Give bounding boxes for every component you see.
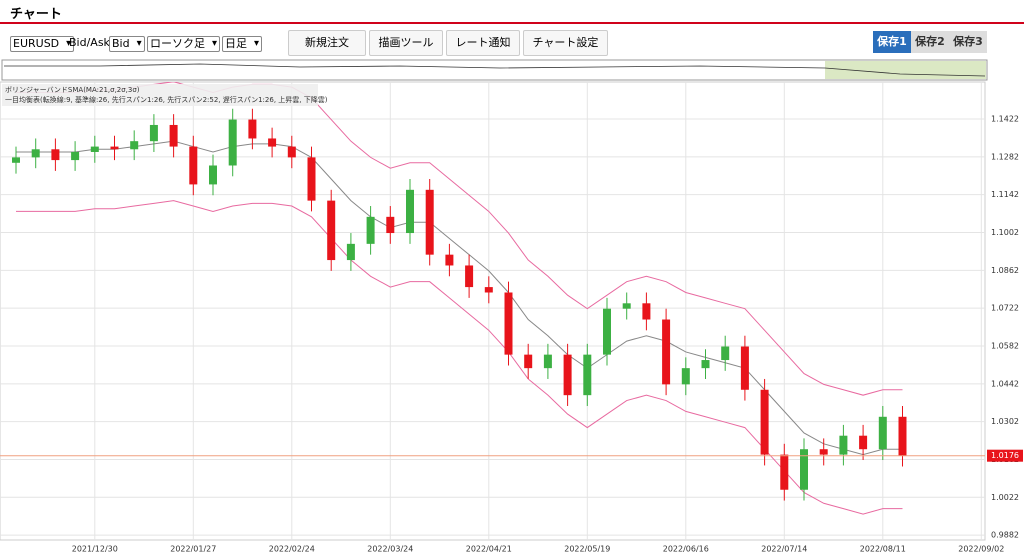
candle-body	[563, 354, 572, 396]
band-line	[16, 140, 903, 456]
candle-body	[31, 149, 40, 158]
price-type-select[interactable]: Bid	[109, 36, 145, 52]
candle-body	[878, 416, 887, 450]
x-tick-label: 2022/02/24	[269, 545, 315, 554]
candle-body	[287, 146, 296, 158]
y-tick-label: 1.0582	[991, 341, 1019, 350]
candle-body	[130, 141, 139, 150]
candle-body	[701, 360, 710, 369]
legend-entry: ボリンジャーバンドSMA(MA:21,σ,2σ,3σ)	[5, 86, 140, 94]
last-price-box	[987, 449, 1023, 462]
x-tick-label: 2022/08/11	[860, 545, 906, 554]
candle-body	[800, 449, 808, 490]
candle-body	[839, 435, 848, 455]
candle-body	[445, 254, 454, 266]
save-tab[interactable]: 保存2	[911, 31, 949, 53]
candle-body	[859, 435, 868, 450]
candle-body	[90, 146, 99, 152]
candle-body	[209, 165, 217, 185]
legend-box	[2, 84, 318, 106]
navigator-window[interactable]	[825, 61, 986, 79]
candle-body	[327, 200, 336, 261]
candle-body	[406, 189, 414, 234]
band-line	[16, 82, 903, 396]
symbol-select[interactable]: EURUSD	[10, 36, 75, 52]
price-label: Bid/Ask	[69, 36, 110, 49]
candle-body	[169, 124, 178, 147]
y-tick-label: 1.1142	[991, 190, 1019, 199]
timeframe-select[interactable]: 日足	[222, 36, 262, 52]
header: チャート	[0, 0, 1024, 24]
y-tick-label: 1.0302	[991, 417, 1019, 426]
x-tick-label: 2022/06/16	[663, 545, 709, 554]
x-tick-label: 2022/05/19	[564, 545, 610, 554]
plot-area	[0, 81, 986, 541]
candle-body	[603, 308, 611, 355]
candle-body	[189, 146, 198, 185]
settings-button[interactable]: チャート設定	[523, 30, 608, 56]
navigator-line	[4, 63, 986, 77]
y-tick-label: 0.9882	[991, 531, 1019, 540]
candle-body	[760, 389, 769, 455]
header-title: チャート	[10, 7, 62, 22]
y-tick-label: 1.1002	[991, 228, 1019, 237]
candle-body	[583, 354, 592, 396]
candle-body	[268, 138, 277, 147]
alert-button[interactable]: レート通知	[446, 30, 520, 56]
candle-body	[71, 151, 80, 161]
y-tick-label: 1.1282	[991, 152, 1019, 161]
candle-body	[307, 157, 316, 201]
candle-body	[504, 292, 513, 355]
navigator[interactable]	[1, 59, 988, 81]
x-tick-label: 2022/07/14	[761, 545, 807, 554]
candle-body	[622, 303, 631, 309]
x-tick-label: 2022/03/24	[367, 545, 413, 554]
y-tick-label: 1.1422	[991, 115, 1019, 124]
candle-body	[110, 146, 119, 150]
candle-body	[543, 354, 552, 369]
candle-body	[346, 243, 355, 261]
candle-body	[780, 454, 789, 490]
candle-body	[524, 354, 533, 369]
candle-body	[248, 119, 257, 139]
candle-body	[642, 303, 651, 320]
candle-body	[721, 346, 730, 361]
save-tab[interactable]: 保存1	[873, 31, 911, 53]
chart-type-select[interactable]: ローソク足	[147, 36, 220, 52]
order-button[interactable]: 新規注文	[288, 30, 366, 56]
legend-entry: 一目均衡表(転換線:9, 基準線:26, 先行スパン1:26, 先行スパン2:5…	[5, 95, 328, 104]
candle-body	[12, 157, 20, 163]
candle-body	[740, 346, 749, 390]
candle-body	[386, 216, 395, 234]
y-tick-label: 1.0022	[991, 493, 1019, 502]
candle-body	[681, 368, 690, 385]
candle-body	[51, 149, 60, 161]
candle-body	[228, 119, 237, 166]
band-line	[16, 200, 903, 515]
x-tick-label: 2022/09/02	[958, 545, 1004, 554]
y-tick-label: 1.0722	[991, 304, 1019, 313]
x-tick-label: 2022/01/27	[170, 545, 216, 554]
last-price-label: 1.0176	[991, 451, 1019, 460]
candle-body	[898, 416, 907, 456]
candle-body	[662, 319, 671, 385]
candle-body	[366, 216, 375, 244]
save-tab[interactable]: 保存3	[949, 31, 987, 53]
candle-body	[819, 449, 828, 455]
y-tick-label: 1.0442	[991, 379, 1019, 388]
draw-button[interactable]: 描画ツール	[369, 30, 443, 56]
y-tick-label: 1.0862	[991, 266, 1019, 275]
candle-body	[465, 265, 474, 288]
x-tick-label: 2022/04/21	[466, 545, 512, 554]
x-tick-label: 2021/12/30	[72, 545, 118, 554]
candle-body	[484, 287, 493, 293]
candle-body	[149, 124, 158, 142]
candle-body	[425, 189, 434, 255]
